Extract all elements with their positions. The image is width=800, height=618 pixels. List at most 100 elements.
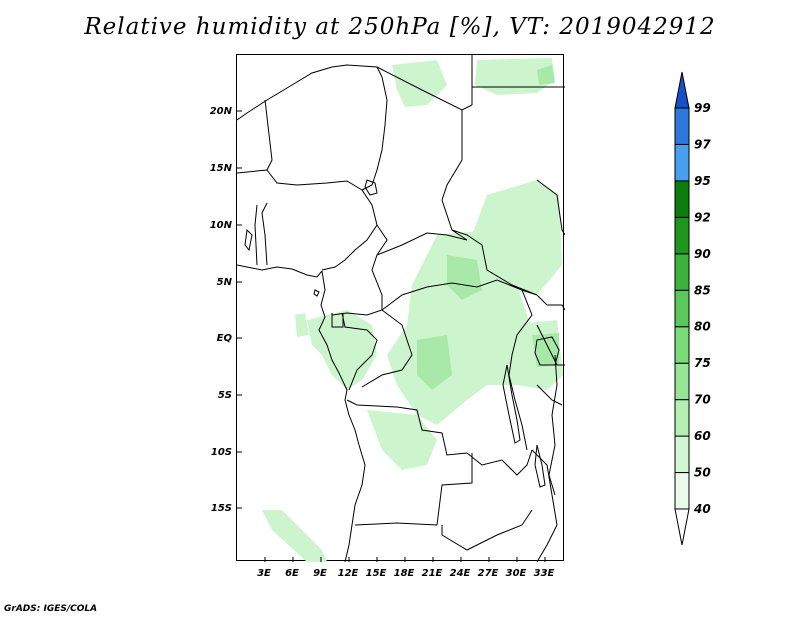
- coast-cameroon-gabon: [318, 270, 360, 446]
- latitude-labels: 20N 15N 10N 5N EQ 5S 10S 15S: [210, 106, 233, 514]
- colorbar-label: 95: [694, 174, 711, 188]
- border-drc-tanzania: [508, 374, 528, 451]
- border-congo-drc: [361, 309, 413, 388]
- lon-label: 12E: [338, 568, 359, 579]
- border-angola-zambia: [436, 453, 473, 526]
- border-gabon-congo: [341, 312, 378, 391]
- border-chad-sudan: [441, 110, 468, 241]
- lon-label: 27E: [478, 568, 499, 579]
- rh-patch-west-coast: [295, 313, 309, 337]
- colorbar-segment: [674, 435, 690, 474]
- lon-label: 18E: [394, 568, 415, 579]
- border-sudan-ethiopia: [536, 179, 565, 236]
- lake-tanganyika: [502, 364, 521, 444]
- colorbar-segment: [674, 180, 690, 218]
- rh-patch-medium-1: [447, 255, 482, 300]
- coastline: [237, 179, 560, 562]
- map-canvas: [237, 55, 565, 562]
- chart-title: Relative humidity at 250hPa [%], VT: 201…: [84, 14, 716, 40]
- colorbar-label: 97: [694, 137, 711, 151]
- colorbar-segment: [674, 289, 690, 328]
- border-cameroon-car: [371, 224, 388, 310]
- border-zambia-south: [441, 509, 533, 551]
- lake-victoria: [534, 336, 560, 366]
- colorbar-label: 92: [694, 210, 711, 224]
- colorbar-label: 80: [694, 320, 711, 334]
- border-tanzania-south: [536, 384, 563, 406]
- lat-label: 10S: [211, 447, 232, 458]
- colorbar-segment: [674, 253, 690, 291]
- colorbar-label: 85: [694, 283, 711, 297]
- lon-label: 30E: [506, 568, 527, 579]
- longitude-labels: 3E 6E 9E 12E 15E 18E 21E 24E 27E 30E 33E: [257, 568, 554, 579]
- border-nigeria-cameroon: [321, 189, 378, 271]
- colorbar-label: 90: [694, 247, 711, 261]
- colorbar-segment: [674, 216, 690, 255]
- rh-patch-medium-3: [532, 333, 559, 367]
- border-nigeria-niger: [266, 169, 363, 191]
- border-mali-niger: [237, 99, 273, 174]
- colorbar-label: 50: [694, 466, 711, 480]
- border-benin: [261, 202, 268, 266]
- colorbar-segment: [674, 362, 690, 401]
- lon-label: 24E: [450, 568, 471, 579]
- colorbar-label: 70: [694, 393, 711, 407]
- lat-label: 5N: [217, 277, 233, 288]
- lat-label: 5S: [218, 390, 232, 401]
- lat-label: 15N: [210, 163, 233, 174]
- lake-chad: [364, 179, 378, 196]
- lat-label: EQ: [217, 333, 233, 344]
- border-drc-angola: [346, 399, 468, 456]
- border-niger-chad: [361, 76, 388, 191]
- lat-label: 10N: [210, 220, 233, 231]
- border-kenya: [536, 294, 565, 311]
- colorbar-segment: [674, 399, 690, 437]
- border-libya-sudan: [376, 66, 473, 111]
- rh-patch-gabon: [307, 310, 377, 390]
- colorbar: 40 50 60 70 75 80 85 90 92 95 97 99: [674, 71, 711, 546]
- border-car-drc: [381, 279, 538, 311]
- rh-patch-angola: [367, 410, 437, 470]
- lake-malawi: [534, 444, 546, 488]
- lake-volta: [244, 228, 253, 252]
- rh-patch-north-2: [475, 58, 555, 95]
- lon-label: 15E: [366, 568, 387, 579]
- footer-credit: GrADS: IGES/COLA: [4, 604, 98, 614]
- colorbar-label: 99: [694, 101, 711, 115]
- border-gabon-box: [331, 313, 344, 328]
- axis-ticks: [237, 110, 546, 562]
- rh-patch-medium-2: [417, 335, 452, 390]
- colorbar-lower-triangle: [674, 508, 690, 546]
- border-car-chad: [376, 232, 468, 256]
- lat-label: 20N: [210, 106, 233, 117]
- border-drc-uganda: [508, 289, 533, 376]
- colorbar-segment: [674, 472, 690, 510]
- colorbar-label: 75: [694, 356, 711, 370]
- bioko-island: [313, 289, 320, 297]
- lon-label: 3E: [257, 568, 271, 579]
- colorbar-label: 40: [693, 502, 711, 516]
- country-borders: [237, 55, 565, 562]
- border-angola-namibia: [354, 522, 438, 526]
- lon-label: 33E: [534, 568, 555, 579]
- colorbar-segment: [674, 326, 690, 364]
- coast-angola: [344, 444, 366, 562]
- border-uganda-kenya: [536, 324, 565, 366]
- colorbar-segment: [674, 107, 690, 145]
- map-panel: [236, 54, 565, 562]
- lon-label: 9E: [313, 568, 327, 579]
- lat-label: 15S: [211, 503, 232, 514]
- lon-label: 21E: [422, 568, 443, 579]
- coast-east-mozambique: [548, 354, 558, 496]
- lon-label: 6E: [285, 568, 299, 579]
- border-algeria-libya: [237, 64, 383, 121]
- colorbar-segment: [674, 143, 690, 182]
- humidity-shading-medium: [417, 65, 559, 390]
- border-mozambique: [531, 449, 558, 562]
- border-drc-zambia: [466, 449, 533, 476]
- colorbar-upper-triangle: [674, 71, 690, 109]
- border-sudan-south: [451, 229, 538, 296]
- border-togo: [254, 204, 258, 266]
- border-cameroon-gabon: [331, 309, 383, 316]
